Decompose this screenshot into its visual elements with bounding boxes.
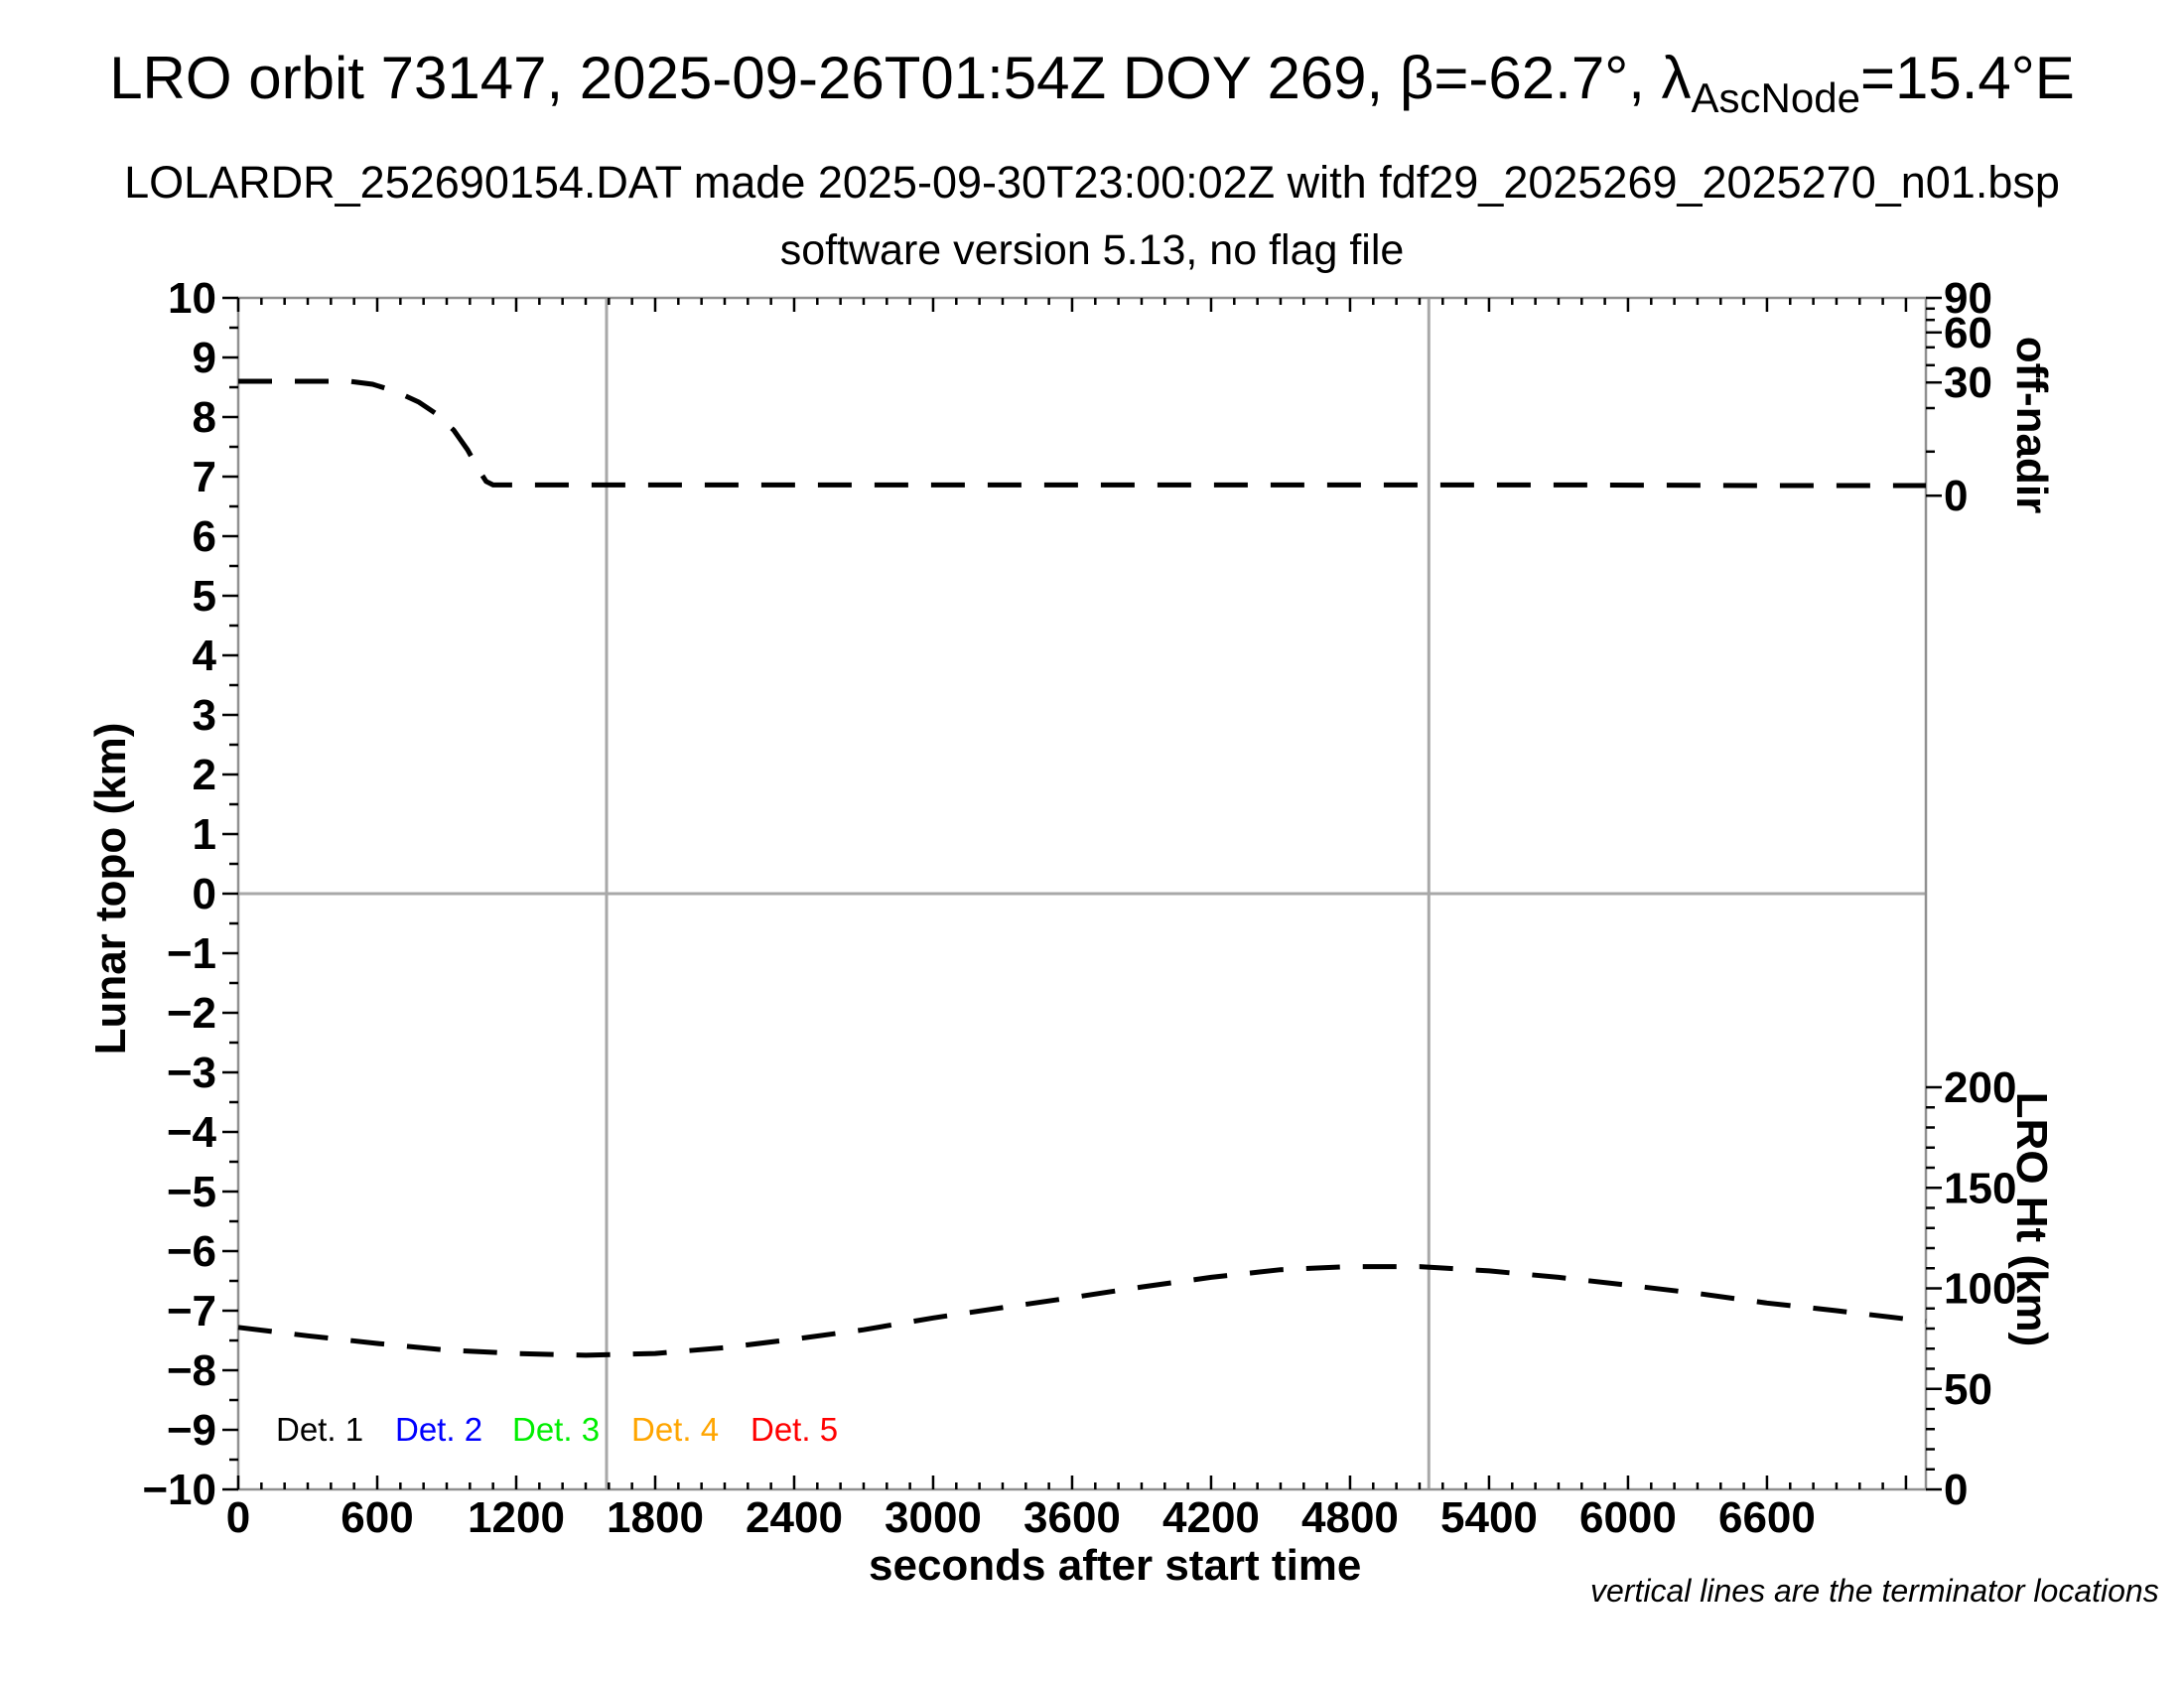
x-tick-label: 6000 [1579, 1493, 1677, 1542]
x-tick-label: 0 [226, 1493, 250, 1542]
y-axis-label-off-nadir: off-nadir [2007, 336, 2056, 514]
x-tick-label: 4800 [1301, 1493, 1399, 1542]
terminator-footnote: vertical lines are the terminator locati… [1590, 1573, 2159, 1609]
chart-subtitle-version: software version 5.13, no flag file [779, 226, 1405, 274]
chart-title-subscript: AscNode [1691, 74, 1860, 121]
legend-item-det-1: Det. 1 [276, 1411, 364, 1448]
lro-ht-tick-label: 100 [1944, 1265, 2016, 1314]
y-left-tick-label: −9 [167, 1406, 216, 1455]
off-nadir-curve [238, 378, 1926, 489]
lro-ht-tick-label: 0 [1944, 1466, 1968, 1514]
x-tick-label: 600 [341, 1493, 413, 1542]
legend-item-det-5: Det. 5 [751, 1411, 839, 1448]
y-left-tick-label: −7 [167, 1287, 216, 1336]
y-left-tick-label: 9 [193, 334, 216, 382]
y-left-tick-label: 6 [193, 512, 216, 561]
y-left-tick-label: 5 [193, 572, 216, 621]
y-axis-label-lro-ht: LRO Ht (km) [2007, 1091, 2056, 1347]
chart-title-main: LRO orbit 73147, 2025-09-26T01:54Z DOY 2… [109, 45, 1692, 111]
chart-title-tail: =15.4°E [1859, 45, 2075, 111]
y-left-tick-label: 0 [193, 870, 216, 918]
lro-ht-tick-label: 50 [1944, 1365, 1992, 1414]
y-left-tick-label: 2 [193, 751, 216, 799]
y-left-tick-label: 3 [193, 691, 216, 740]
x-tick-label: 5400 [1440, 1493, 1538, 1542]
x-tick-label: 2400 [746, 1493, 843, 1542]
y-left-tick-label: −2 [167, 989, 216, 1038]
lro-ht-tick-label: 200 [1944, 1063, 2016, 1112]
y-left-tick-label: 7 [193, 453, 216, 501]
y-left-tick-label: −8 [167, 1346, 216, 1395]
x-tick-label: 3600 [1024, 1493, 1121, 1542]
chart-subtitle-file: LOLARDR_252690154.DAT made 2025-09-30T23… [124, 157, 2060, 208]
legend-item-det-3: Det. 3 [512, 1411, 601, 1448]
off-nadir-tick-label: 0 [1944, 472, 1968, 520]
lro-ht-tick-label: 150 [1944, 1164, 2016, 1212]
legend-item-det-4: Det. 4 [631, 1411, 720, 1448]
chart-title: LRO orbit 73147, 2025-09-26T01:54Z DOY 2… [0, 44, 2184, 121]
legend-item-det-2: Det. 2 [395, 1411, 483, 1448]
x-tick-label: 1200 [468, 1493, 565, 1542]
y-left-tick-label: 4 [193, 632, 217, 680]
x-tick-label: 3000 [885, 1493, 982, 1542]
y-left-tick-label: 8 [193, 393, 216, 442]
x-tick-label: 6600 [1718, 1493, 1816, 1542]
y-left-tick-label: 10 [168, 274, 216, 323]
off-nadir-tick-label: 90 [1944, 274, 1992, 323]
x-axis-label: seconds after start time [869, 1541, 1362, 1590]
lro-height-curve [237, 1264, 1927, 1358]
y-left-tick-label: −10 [142, 1466, 216, 1514]
y-left-tick-label: −6 [167, 1227, 216, 1276]
y-left-tick-label: −4 [167, 1108, 217, 1157]
y-axis-label-lunar-topo: Lunar topo (km) [86, 722, 135, 1055]
y-left-tick-label: −1 [167, 929, 216, 978]
off-nadir-tick-label: 30 [1944, 358, 1992, 407]
off-nadir-tick-label: 60 [1944, 309, 1992, 357]
y-left-tick-label: 1 [193, 810, 216, 859]
y-left-tick-label: −3 [167, 1049, 216, 1097]
y-left-tick-label: −5 [167, 1168, 216, 1216]
x-tick-label: 4200 [1162, 1493, 1260, 1542]
x-tick-label: 1800 [607, 1493, 704, 1542]
